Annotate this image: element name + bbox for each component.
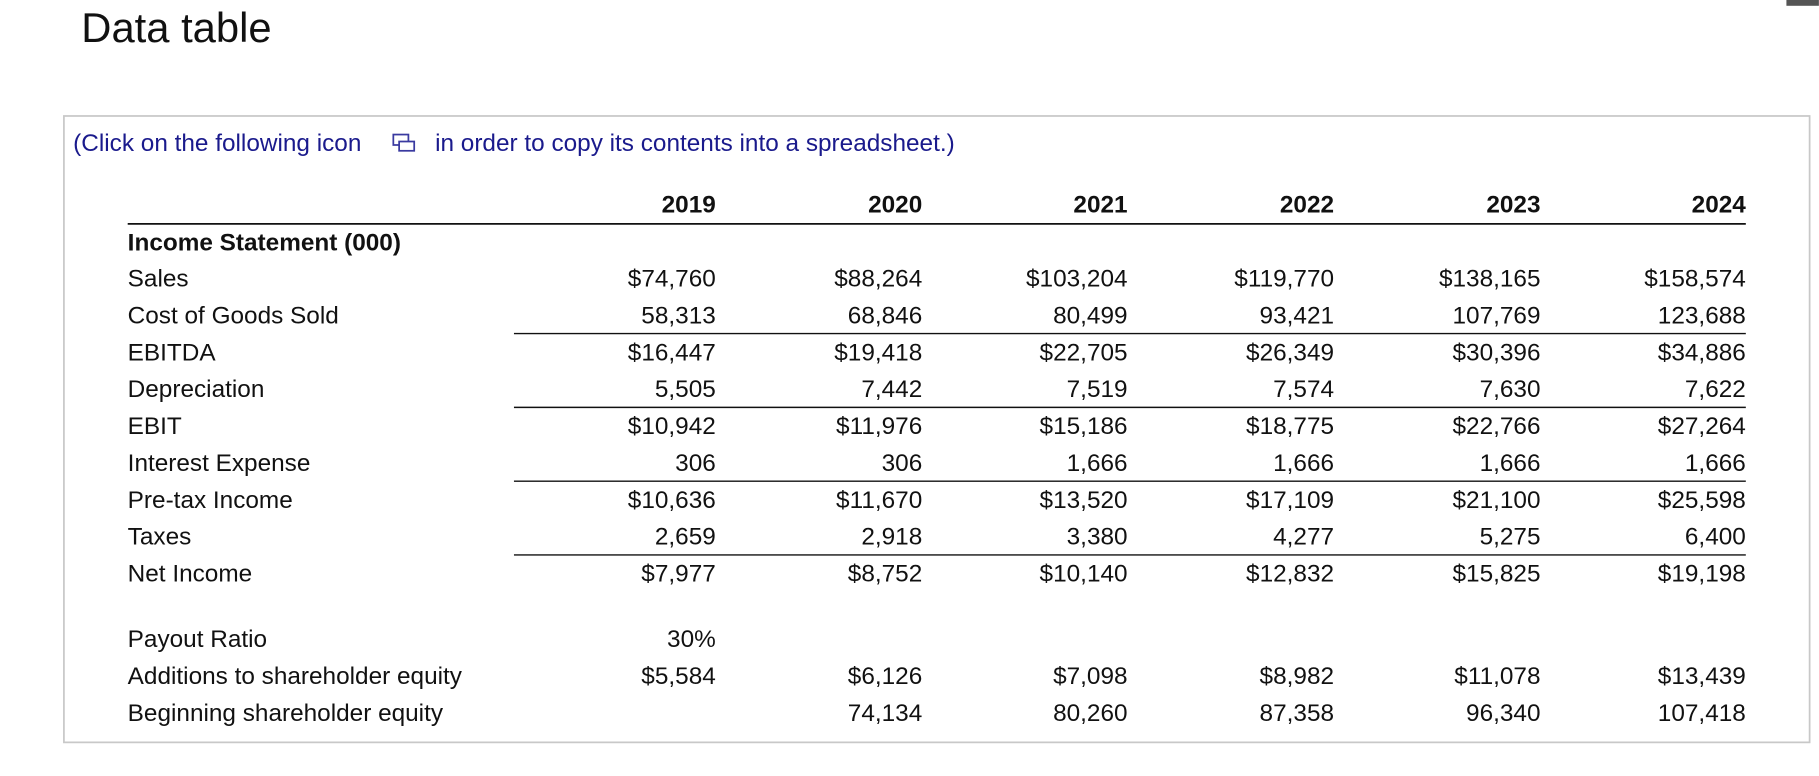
cell: 74,134 [848, 700, 922, 727]
cell: 87,358 [1260, 700, 1334, 727]
cell: 107,418 [1658, 700, 1746, 727]
cell: $22,705 [1040, 339, 1128, 366]
row-label: Payout Ratio [128, 626, 267, 653]
row-label: Sales [128, 266, 189, 293]
cell: $11,976 [836, 413, 922, 440]
cell: 96,340 [1466, 700, 1540, 727]
cell: $13,520 [1040, 487, 1128, 514]
instruction-text: in order to copy its contents into a spr… [435, 130, 955, 157]
row-label: Cost of Goods Sold [128, 302, 339, 329]
copy-icon[interactable] [392, 133, 416, 152]
cell: 306 [675, 450, 716, 477]
row-label: Depreciation [128, 376, 265, 403]
row-label: Net Income [128, 561, 252, 588]
cell: $25,598 [1658, 487, 1746, 514]
cell: $12,832 [1246, 561, 1334, 588]
cell: $11,078 [1454, 663, 1540, 690]
cell: 7,574 [1273, 376, 1334, 403]
cell: 3,380 [1067, 524, 1128, 551]
cell: 123,688 [1658, 302, 1746, 329]
cell: $8,982 [1260, 663, 1334, 690]
cell: 1,666 [1067, 450, 1128, 477]
cell: 5,505 [655, 376, 716, 403]
row-label: EBIT [128, 413, 182, 440]
cell: $30,396 [1453, 339, 1541, 366]
cell: 80,260 [1053, 700, 1127, 727]
cell: 30% [667, 626, 716, 653]
cell: 107,769 [1453, 302, 1541, 329]
row-label: EBITDA [128, 339, 217, 366]
instruction-text: (Click on the following icon [73, 130, 361, 157]
cell: $17,109 [1246, 487, 1334, 514]
row-label: Beginning shareholder equity [128, 700, 444, 727]
cell: 68,846 [848, 302, 922, 329]
cell: 2,918 [861, 524, 922, 551]
cell: 306 [882, 450, 923, 477]
cell: $21,100 [1453, 487, 1541, 514]
cell: $34,886 [1658, 339, 1746, 366]
cell: $15,186 [1040, 413, 1128, 440]
column-header: 2019 [662, 191, 716, 218]
cell: 7,519 [1067, 376, 1128, 403]
cell: $19,418 [834, 339, 922, 366]
column-header: 2021 [1073, 191, 1127, 218]
row-label: Additions to shareholder equity [128, 663, 463, 690]
cell: 5,275 [1480, 524, 1541, 551]
cell: $88,264 [834, 266, 922, 293]
row-label: Taxes [128, 524, 192, 551]
cell: $18,775 [1246, 413, 1334, 440]
cell: $10,942 [628, 413, 716, 440]
cell: $22,766 [1453, 413, 1541, 440]
cell: $158,574 [1644, 266, 1746, 293]
cell: $119,770 [1234, 266, 1334, 293]
cell: 80,499 [1053, 302, 1127, 329]
cell: $7,977 [641, 561, 715, 588]
cell: $11,670 [836, 487, 922, 514]
cell: 58,313 [641, 302, 715, 329]
cell: 7,630 [1480, 376, 1541, 403]
cell: 2,659 [655, 524, 716, 551]
cell: $10,140 [1040, 561, 1128, 588]
column-header: 2022 [1280, 191, 1334, 218]
cell: $74,760 [628, 266, 716, 293]
cell: $103,204 [1026, 266, 1128, 293]
cell: $5,584 [641, 663, 715, 690]
cell: $7,098 [1053, 663, 1127, 690]
cell: 6,400 [1685, 524, 1746, 551]
section-heading: Income Statement (000) [128, 230, 401, 257]
cell: $16,447 [628, 339, 716, 366]
row-label: Pre-tax Income [128, 487, 293, 514]
table-panel [63, 115, 1811, 744]
cell: $138,165 [1439, 266, 1541, 293]
cell: $19,198 [1658, 561, 1746, 588]
corner-mark [1786, 0, 1819, 6]
cell: $13,439 [1658, 663, 1746, 690]
column-header: 2024 [1692, 191, 1747, 218]
column-header: 2023 [1486, 191, 1540, 218]
cell: $10,636 [628, 487, 716, 514]
cell: $15,825 [1453, 561, 1541, 588]
column-header: 2020 [868, 191, 922, 218]
cell: 93,421 [1260, 302, 1334, 329]
cell: 4,277 [1273, 524, 1334, 551]
cell: $26,349 [1246, 339, 1334, 366]
cell: $8,752 [848, 561, 922, 588]
cell: 1,666 [1273, 450, 1334, 477]
page-title: Data table [81, 4, 271, 51]
cell: $27,264 [1658, 413, 1746, 440]
cell: 7,622 [1685, 376, 1746, 403]
row-label: Interest Expense [128, 450, 311, 477]
cell: $6,126 [848, 663, 922, 690]
data-table: 2019 2020 2021 2022 2023 2024 Income Statement… [127, 191, 1747, 727]
cell: 1,666 [1480, 450, 1541, 477]
cell: 1,666 [1685, 450, 1746, 477]
cell: 7,442 [861, 376, 922, 403]
